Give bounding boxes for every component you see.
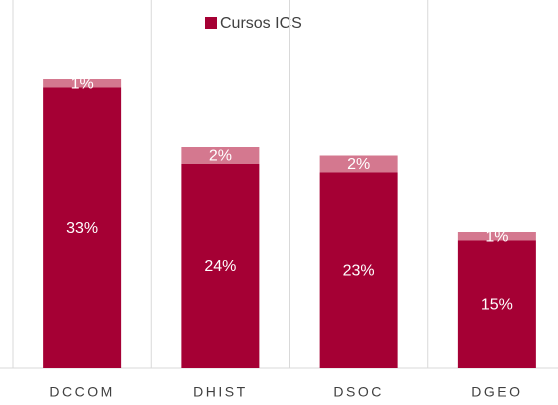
bar-segment [181, 147, 260, 164]
data-label: 23% [343, 262, 375, 279]
data-label: 2% [347, 156, 370, 173]
bar-segment [181, 164, 260, 368]
legend-label: Cursos ICS [220, 15, 302, 32]
bar-segment [319, 155, 398, 173]
bar-segment [43, 87, 122, 368]
bar-segment [319, 172, 398, 368]
bar-segment [43, 79, 122, 88]
bar-segment [457, 240, 536, 368]
data-label: 2% [209, 148, 232, 165]
data-label: 15% [481, 296, 513, 313]
legend-swatch [205, 17, 217, 29]
x-tick-label: DCCOM [49, 384, 114, 400]
data-label: 24% [204, 258, 236, 275]
x-tick-label: DGEO [471, 384, 522, 400]
x-tick-label: DSOC [333, 384, 383, 400]
data-label: 1% [71, 75, 94, 92]
x-tick-label: DHIST [193, 384, 248, 400]
data-label: 1% [485, 228, 508, 245]
bar-segment [457, 232, 536, 241]
data-label: 33% [66, 220, 98, 237]
